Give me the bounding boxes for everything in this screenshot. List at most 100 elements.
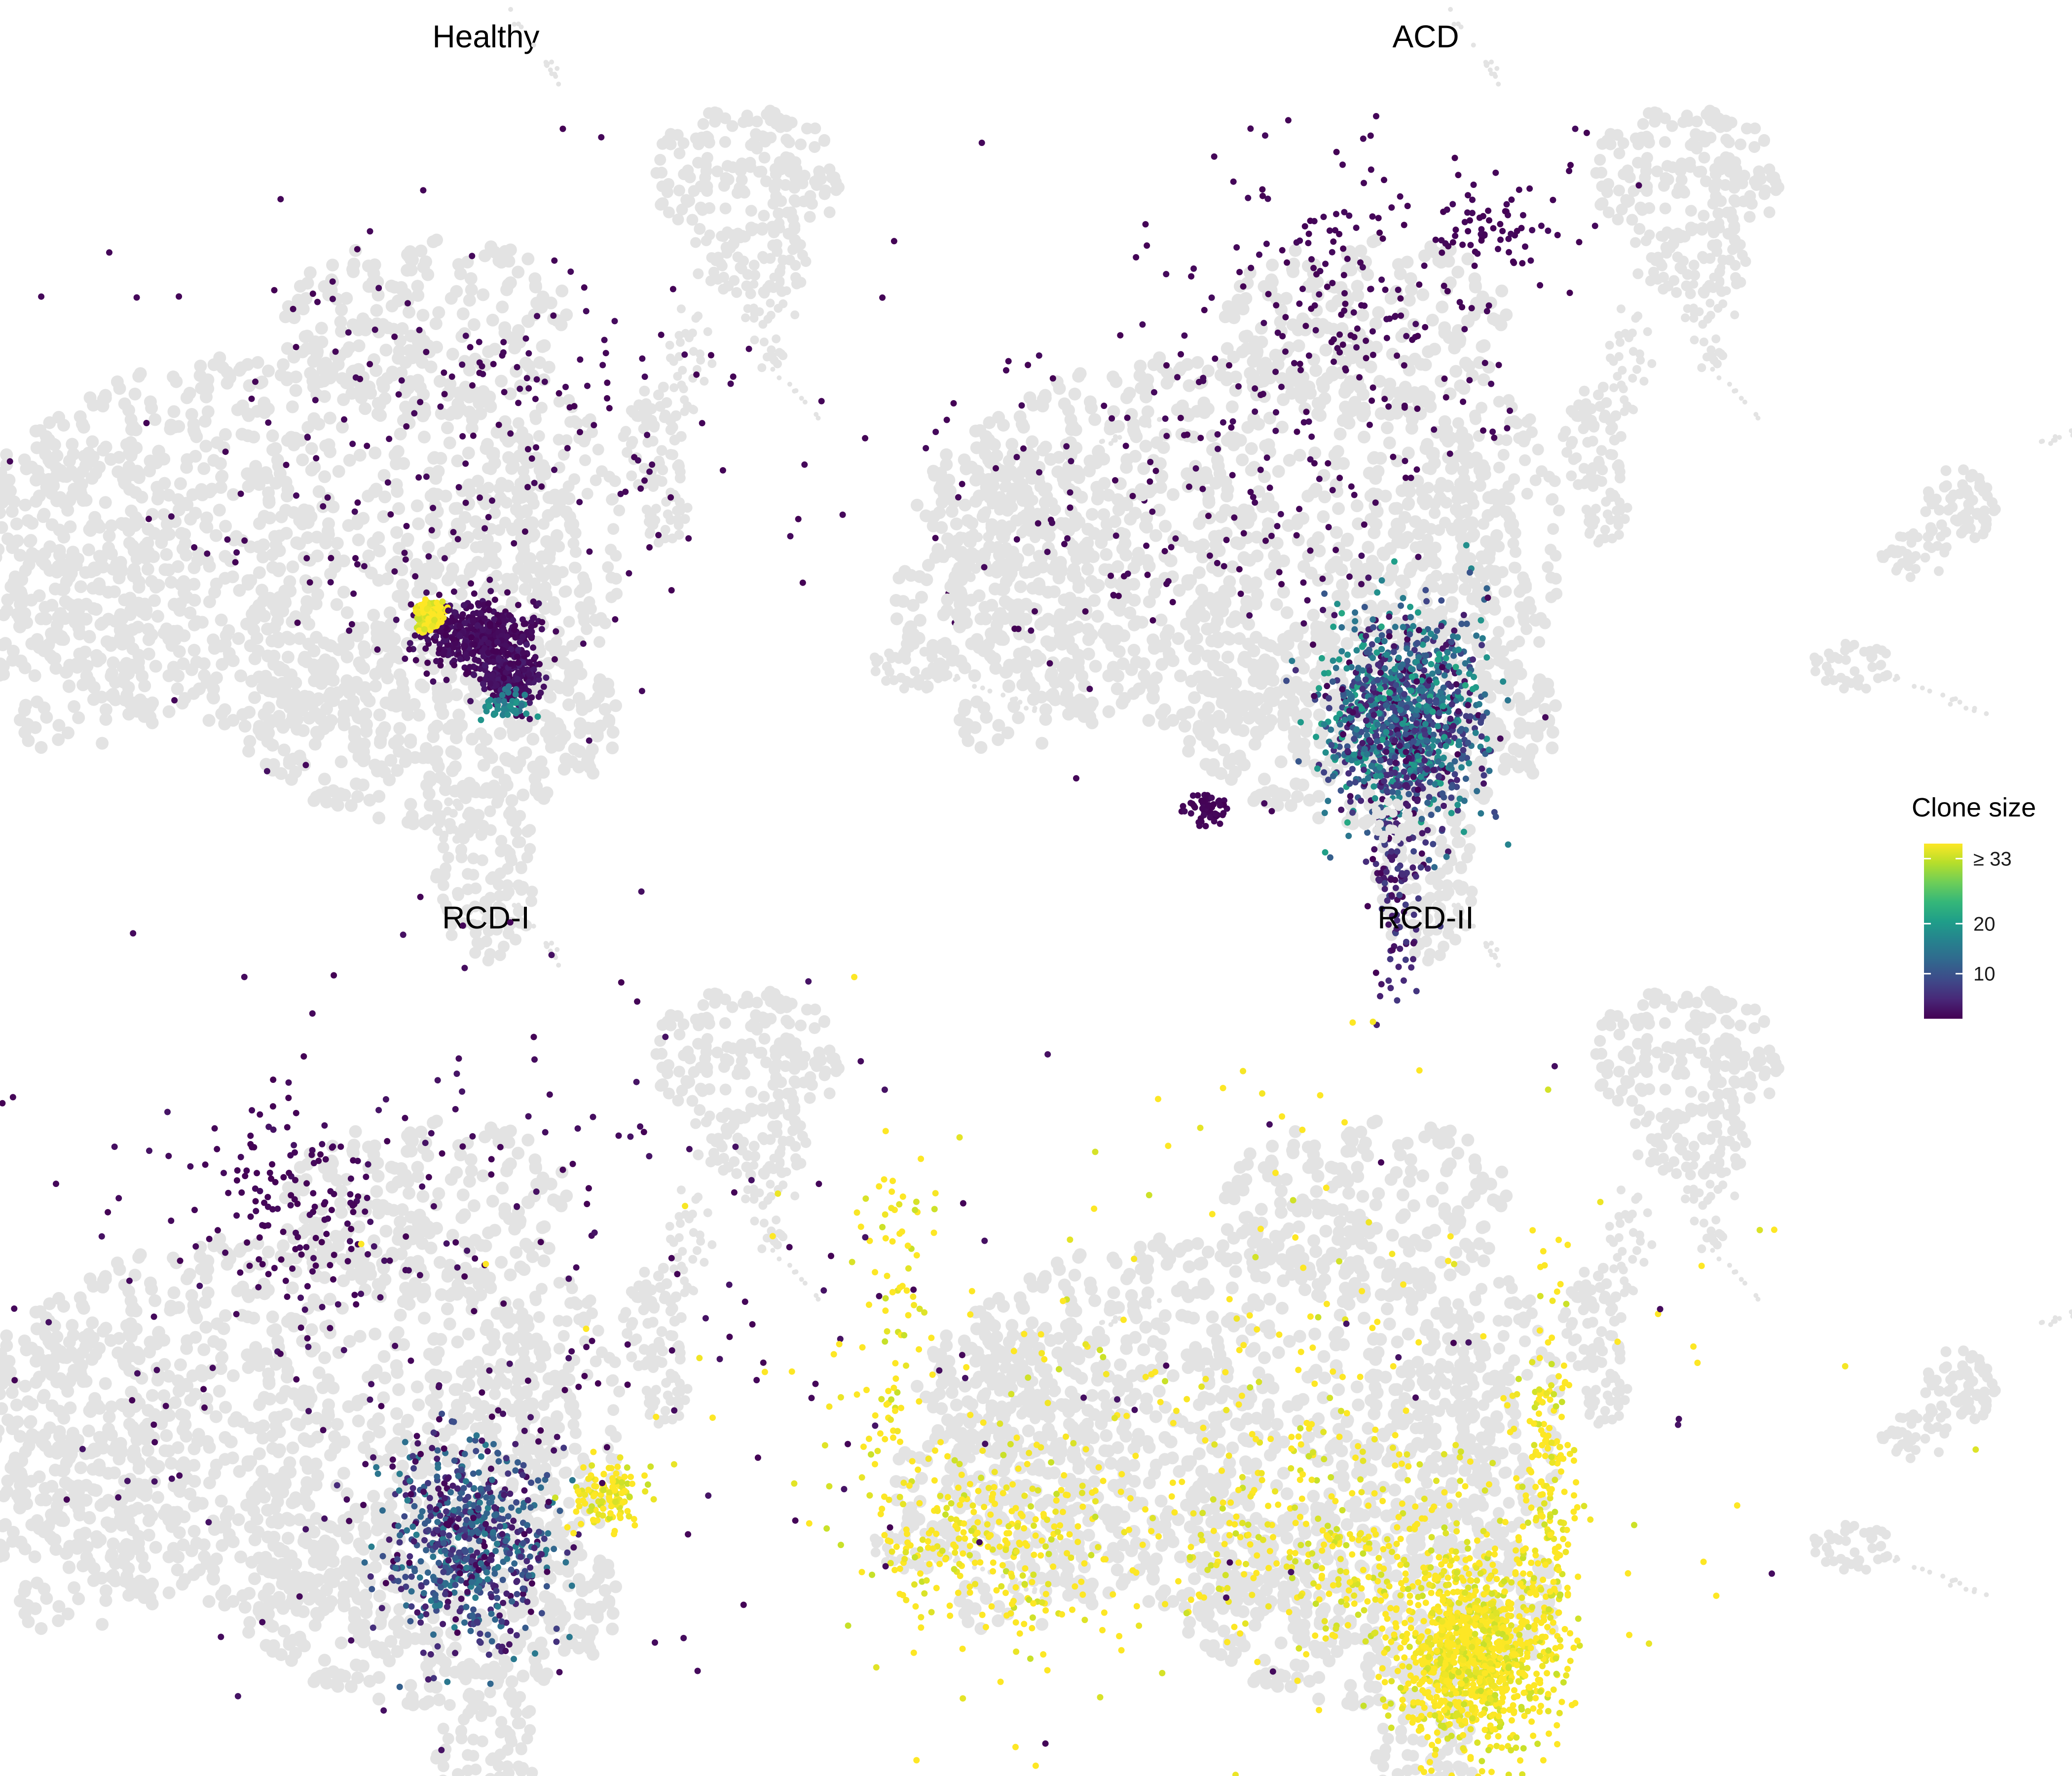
background-cell xyxy=(1012,603,1025,617)
clone-point xyxy=(513,686,519,693)
background-cell xyxy=(553,434,565,446)
panel-title-acd: ACD xyxy=(1392,19,1459,54)
clone-point xyxy=(531,480,538,486)
background-cell xyxy=(577,571,590,584)
background-cell xyxy=(1188,652,1201,666)
clone-point xyxy=(403,522,410,529)
background-cell xyxy=(355,660,368,673)
background-cell xyxy=(533,356,546,369)
background-cell xyxy=(1350,558,1363,571)
background-cell xyxy=(48,438,61,451)
clone-point xyxy=(486,576,493,583)
background-cell xyxy=(290,536,303,550)
clone-point xyxy=(415,616,422,623)
background-cell xyxy=(363,695,376,707)
background-cell xyxy=(457,788,469,800)
background-cell xyxy=(1317,510,1330,523)
background-cell xyxy=(744,161,757,173)
background-cell xyxy=(83,630,96,643)
background-cell xyxy=(310,790,323,804)
clone-point xyxy=(495,697,502,704)
background-cell xyxy=(1183,379,1196,392)
background-cell xyxy=(731,187,743,199)
background-cell xyxy=(390,457,403,471)
background-cell xyxy=(477,560,489,572)
background-cell xyxy=(965,517,979,530)
background-cell xyxy=(28,669,41,682)
background-cell xyxy=(1201,623,1214,636)
background-cell xyxy=(573,745,586,758)
background-cell xyxy=(814,412,819,417)
background-cell xyxy=(997,530,1010,544)
background-cell xyxy=(429,317,443,330)
background-cell xyxy=(997,418,1010,432)
background-cell xyxy=(53,549,66,562)
background-cell xyxy=(758,210,770,222)
background-cell xyxy=(262,726,275,740)
background-cell xyxy=(902,630,915,644)
clone-point xyxy=(476,338,482,345)
background-cell xyxy=(536,470,548,482)
background-cell xyxy=(648,481,659,492)
background-cell xyxy=(200,511,214,524)
background-cell xyxy=(148,413,162,426)
background-cell xyxy=(524,824,536,836)
background-cell xyxy=(1016,678,1030,692)
background-cell xyxy=(421,751,435,764)
background-cell xyxy=(38,601,52,614)
clone-point xyxy=(525,385,532,392)
background-cell xyxy=(1381,421,1394,435)
background-cell xyxy=(983,532,993,542)
background-cell xyxy=(1243,554,1257,567)
clone-point xyxy=(787,533,794,540)
background-cell xyxy=(300,595,314,608)
clone-point xyxy=(518,702,525,709)
background-cell xyxy=(450,407,464,420)
background-cell xyxy=(105,519,118,532)
background-cell xyxy=(1157,417,1162,422)
clone-point xyxy=(634,457,641,464)
background-cell xyxy=(19,498,32,512)
clone-point xyxy=(454,536,461,543)
background-cell xyxy=(176,697,189,710)
clone-point xyxy=(393,616,400,623)
background-cell xyxy=(1142,714,1155,727)
clone-point xyxy=(441,369,447,376)
clone-point xyxy=(442,632,449,639)
background-cell xyxy=(102,613,115,626)
background-cell xyxy=(809,122,821,135)
background-cell xyxy=(134,693,147,706)
background-cell xyxy=(315,677,328,690)
background-cell xyxy=(1172,632,1185,645)
clone-point xyxy=(707,352,714,359)
background-cell xyxy=(1038,389,1052,402)
background-cell xyxy=(823,206,836,219)
background-cell xyxy=(669,435,680,445)
background-cell xyxy=(545,740,558,754)
background-cell xyxy=(318,470,332,483)
clone-point xyxy=(521,528,528,535)
background-cell xyxy=(965,637,978,650)
background-cell xyxy=(674,331,684,340)
background-cell xyxy=(470,882,482,894)
clone-point xyxy=(425,615,432,622)
background-cell xyxy=(493,493,506,505)
background-cell xyxy=(974,741,988,754)
background-cell xyxy=(1154,613,1168,627)
clone-point xyxy=(577,429,583,436)
background-cell xyxy=(934,467,947,480)
background-cell xyxy=(373,708,386,722)
background-cell xyxy=(234,669,247,682)
clone-point xyxy=(644,432,651,439)
clone-point xyxy=(346,627,353,634)
clone-point xyxy=(290,305,296,312)
background-cell xyxy=(232,632,245,645)
background-cell xyxy=(200,520,214,534)
background-cell xyxy=(703,327,712,336)
clone-point xyxy=(133,294,140,301)
background-cell xyxy=(1249,576,1262,590)
background-cell xyxy=(156,530,170,544)
background-cell xyxy=(644,529,655,539)
background-cell xyxy=(30,441,43,454)
background-cell xyxy=(566,640,578,652)
